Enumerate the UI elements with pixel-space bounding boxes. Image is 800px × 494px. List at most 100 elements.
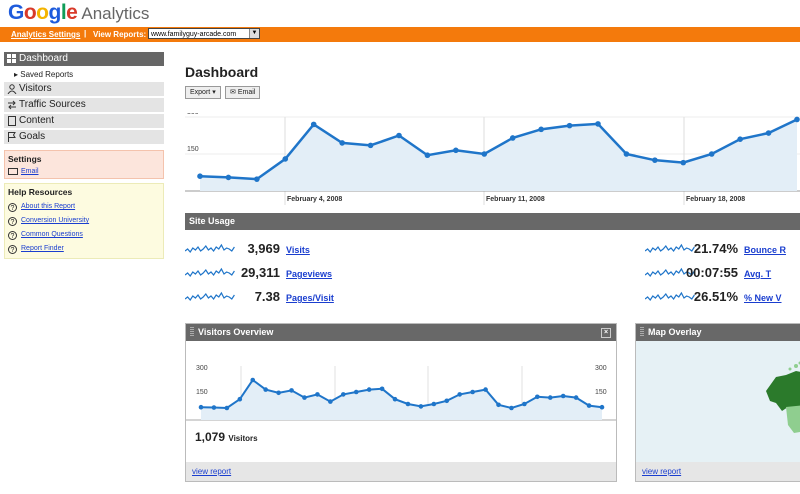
- data-point[interactable]: [586, 403, 592, 408]
- site-select[interactable]: www.familyguy-arcade.com ▼: [148, 28, 260, 39]
- y-tick-label: 150: [595, 389, 607, 396]
- metric-link[interactable]: % New V: [744, 293, 782, 303]
- data-point[interactable]: [522, 401, 527, 407]
- data-point[interactable]: [470, 389, 475, 395]
- data-point[interactable]: [623, 151, 630, 157]
- settings-email-row[interactable]: Email: [8, 167, 160, 177]
- export-button-label: Export: [190, 89, 211, 96]
- help-link-row[interactable]: ? Report Finder: [8, 242, 160, 256]
- data-point[interactable]: [282, 156, 289, 162]
- data-point[interactable]: [225, 174, 232, 181]
- data-point[interactable]: [652, 157, 658, 163]
- analytics-settings-link[interactable]: Analytics Settings: [11, 30, 81, 39]
- data-point[interactable]: [737, 136, 743, 142]
- map-view-report-link[interactable]: view report: [642, 467, 682, 476]
- data-point[interactable]: [509, 135, 516, 141]
- data-point[interactable]: [197, 173, 203, 179]
- y-tick-label: 300: [187, 113, 199, 116]
- data-point[interactable]: [302, 395, 307, 400]
- metric-link[interactable]: Pages/Visit: [286, 293, 334, 303]
- saved-reports-link[interactable]: ▸ Saved Reports: [4, 68, 164, 82]
- visitors-view-report-link[interactable]: view report: [192, 467, 232, 476]
- site-usage-metric: 26.51% % New V: [680, 288, 782, 306]
- metric-value: 26.51%: [693, 289, 738, 304]
- data-point[interactable]: [367, 142, 374, 149]
- email-button[interactable]: ✉ Email: [225, 86, 261, 99]
- data-point[interactable]: [708, 151, 715, 157]
- data-point[interactable]: [496, 402, 501, 408]
- data-point[interactable]: [379, 386, 385, 392]
- data-point[interactable]: [340, 392, 346, 397]
- data-point[interactable]: [680, 159, 687, 166]
- data-point[interactable]: [276, 390, 281, 396]
- drag-handle-icon[interactable]: [190, 327, 194, 336]
- help-link-row[interactable]: ? Common Questions: [8, 228, 160, 242]
- data-point[interactable]: [424, 152, 431, 159]
- metric-link[interactable]: Avg. T: [744, 269, 772, 279]
- close-icon[interactable]: ×: [601, 328, 611, 338]
- data-point[interactable]: [573, 395, 579, 400]
- data-point[interactable]: [595, 121, 601, 127]
- visitors-count: 1,079: [195, 430, 226, 444]
- drag-handle-icon[interactable]: [640, 327, 644, 336]
- data-point[interactable]: [366, 387, 372, 392]
- metric-link[interactable]: Visits: [286, 245, 310, 255]
- data-point[interactable]: [310, 121, 317, 128]
- sidebar-item-visitors[interactable]: Visitors: [4, 82, 164, 96]
- data-point[interactable]: [794, 116, 800, 123]
- data-point[interactable]: [263, 387, 268, 392]
- sidebar-item-content[interactable]: Content: [4, 114, 164, 128]
- data-point[interactable]: [483, 387, 488, 392]
- sidebar-item-label: Goals: [19, 131, 46, 142]
- data-point[interactable]: [547, 395, 553, 400]
- metric-link[interactable]: Pageviews: [286, 269, 333, 279]
- sparkline-path: [645, 267, 695, 277]
- metric-link[interactable]: Bounce R: [744, 245, 787, 255]
- sidebar-item-label: Visitors: [19, 83, 52, 94]
- export-button[interactable]: Export ▾: [185, 86, 221, 99]
- help-link-row[interactable]: ? About this Report: [8, 200, 160, 214]
- data-point[interactable]: [254, 176, 260, 182]
- data-point[interactable]: [328, 399, 333, 404]
- data-point[interactable]: [453, 147, 459, 154]
- data-point[interactable]: [538, 126, 544, 133]
- help-link-about[interactable]: About this Report: [21, 203, 76, 210]
- data-point[interactable]: [566, 122, 573, 129]
- data-point[interactable]: [457, 392, 463, 397]
- data-point[interactable]: [405, 401, 411, 407]
- data-point[interactable]: [237, 396, 243, 402]
- data-point[interactable]: [444, 398, 450, 404]
- data-point[interactable]: [392, 396, 398, 402]
- help-link-conversion-university[interactable]: Conversion University: [21, 217, 90, 224]
- data-point[interactable]: [481, 151, 488, 157]
- data-point[interactable]: [560, 393, 566, 399]
- sidebar-item-dashboard[interactable]: Dashboard: [4, 52, 164, 66]
- data-point[interactable]: [431, 401, 437, 407]
- data-point[interactable]: [418, 404, 424, 409]
- world-map[interactable]: [636, 341, 800, 462]
- settings-email-link[interactable]: Email: [21, 168, 39, 175]
- data-point[interactable]: [535, 394, 540, 400]
- data-point[interactable]: [224, 405, 230, 411]
- sparkline: [645, 267, 695, 277]
- data-point[interactable]: [509, 405, 514, 411]
- data-point[interactable]: [211, 405, 217, 410]
- data-point[interactable]: [353, 389, 359, 395]
- help-link-row[interactable]: ? Conversion University: [8, 214, 160, 228]
- data-point[interactable]: [198, 404, 204, 410]
- data-point[interactable]: [289, 388, 294, 393]
- sidebar-item-goals[interactable]: Goals: [4, 130, 164, 144]
- data-point[interactable]: [250, 377, 256, 383]
- sparkline-path: [645, 291, 695, 301]
- data-point[interactable]: [396, 132, 402, 139]
- data-point[interactable]: [339, 140, 345, 146]
- data-point[interactable]: [765, 130, 772, 136]
- site-usage-metric: 3,969 Visits: [222, 240, 310, 258]
- help-link-report-finder[interactable]: Report Finder: [21, 245, 64, 252]
- sidebar-item-traffic-sources[interactable]: Traffic Sources: [4, 98, 164, 112]
- site-usage-metric: 00:07:55 Avg. T: [680, 264, 771, 282]
- data-point[interactable]: [599, 404, 605, 410]
- site-usage-header: Site Usage: [185, 213, 800, 230]
- data-point[interactable]: [315, 392, 320, 397]
- help-link-common-questions[interactable]: Common Questions: [21, 231, 83, 238]
